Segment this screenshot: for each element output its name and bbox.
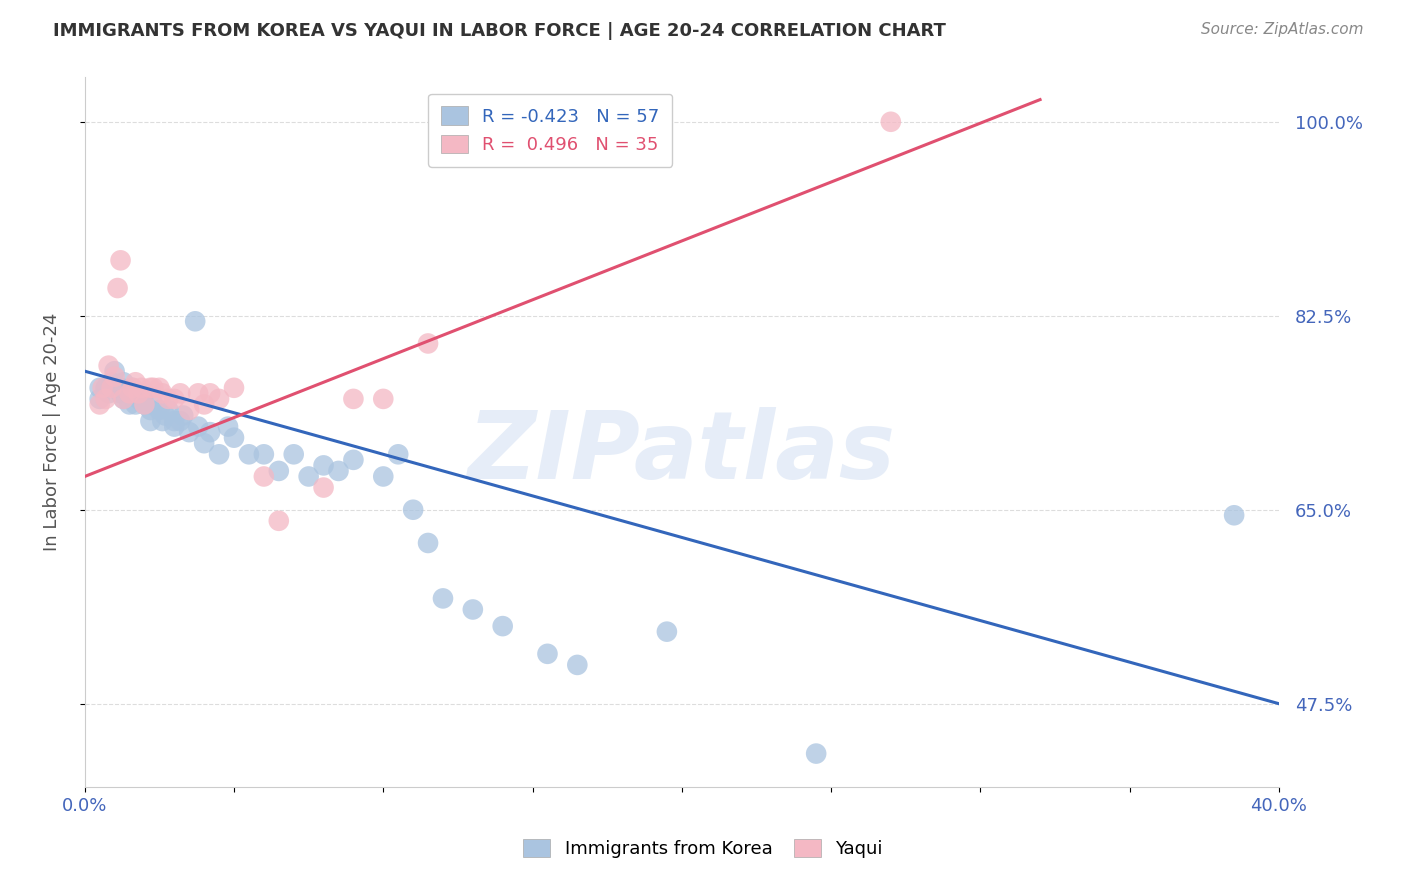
Point: [134, 397, 156, 411]
Point: [142, 381, 165, 395]
Point: [163, 392, 186, 406]
Point: [118, 386, 141, 401]
Point: [373, 469, 395, 483]
Point: [169, 386, 191, 401]
Text: ZIPatlas: ZIPatlas: [468, 408, 896, 500]
Point: [139, 403, 162, 417]
Point: [655, 624, 678, 639]
Point: [402, 502, 425, 516]
Point: [416, 536, 439, 550]
Point: [163, 419, 186, 434]
Point: [187, 419, 209, 434]
Point: [1223, 508, 1246, 523]
Point: [107, 281, 129, 295]
Point: [193, 436, 215, 450]
Point: [184, 314, 207, 328]
Point: [148, 381, 170, 395]
Point: [100, 376, 122, 390]
Point: [89, 381, 111, 395]
Point: [208, 392, 231, 406]
Point: [121, 381, 143, 395]
Point: [157, 392, 180, 406]
Point: [567, 657, 589, 672]
Point: [461, 602, 484, 616]
Point: [103, 381, 125, 395]
Point: [253, 469, 276, 483]
Point: [432, 591, 454, 606]
Point: [150, 414, 173, 428]
Point: [157, 403, 180, 417]
Point: [94, 392, 117, 406]
Point: [124, 397, 146, 411]
Point: [97, 386, 120, 401]
Point: [416, 336, 439, 351]
Point: [127, 386, 149, 401]
Point: [91, 381, 114, 395]
Point: [131, 381, 153, 395]
Point: [312, 481, 335, 495]
Point: [127, 392, 149, 406]
Point: [342, 453, 364, 467]
Y-axis label: In Labor Force | Age 20-24: In Labor Force | Age 20-24: [44, 313, 60, 551]
Point: [283, 447, 305, 461]
Point: [121, 381, 143, 395]
Point: [373, 392, 395, 406]
Point: [208, 447, 231, 461]
Point: [492, 619, 515, 633]
Point: [142, 397, 165, 411]
Point: [217, 419, 239, 434]
Point: [103, 364, 125, 378]
Point: [139, 381, 162, 395]
Point: [328, 464, 350, 478]
Point: [312, 458, 335, 473]
Point: [89, 397, 111, 411]
Point: [150, 386, 173, 401]
Point: [880, 115, 903, 129]
Point: [198, 386, 221, 401]
Point: [253, 447, 276, 461]
Legend: R = -0.423   N = 57, R =  0.496   N = 35: R = -0.423 N = 57, R = 0.496 N = 35: [429, 94, 672, 167]
Point: [198, 425, 221, 439]
Point: [100, 381, 122, 395]
Point: [134, 397, 156, 411]
Point: [112, 392, 135, 406]
Point: [94, 381, 117, 395]
Point: [267, 514, 290, 528]
Point: [222, 381, 245, 395]
Point: [804, 747, 827, 761]
Point: [110, 386, 132, 401]
Point: [222, 431, 245, 445]
Point: [118, 397, 141, 411]
Legend: Immigrants from Korea, Yaqui: Immigrants from Korea, Yaqui: [516, 831, 890, 865]
Text: Source: ZipAtlas.com: Source: ZipAtlas.com: [1201, 22, 1364, 37]
Point: [238, 447, 260, 461]
Point: [267, 464, 290, 478]
Point: [179, 425, 201, 439]
Point: [298, 469, 321, 483]
Point: [103, 369, 125, 384]
Point: [163, 414, 186, 428]
Point: [139, 414, 162, 428]
Point: [179, 403, 201, 417]
Point: [110, 381, 132, 395]
Point: [89, 392, 111, 406]
Point: [342, 392, 364, 406]
Point: [155, 409, 177, 423]
Point: [187, 386, 209, 401]
Text: IMMIGRANTS FROM KOREA VS YAQUI IN LABOR FORCE | AGE 20-24 CORRELATION CHART: IMMIGRANTS FROM KOREA VS YAQUI IN LABOR …: [53, 22, 946, 40]
Point: [536, 647, 558, 661]
Point: [148, 403, 170, 417]
Point: [112, 392, 135, 406]
Point: [118, 386, 141, 401]
Point: [97, 359, 120, 373]
Point: [134, 386, 156, 401]
Point: [172, 409, 194, 423]
Point: [110, 253, 132, 268]
Point: [112, 376, 135, 390]
Point: [193, 397, 215, 411]
Point: [169, 414, 191, 428]
Point: [387, 447, 409, 461]
Point: [124, 376, 146, 390]
